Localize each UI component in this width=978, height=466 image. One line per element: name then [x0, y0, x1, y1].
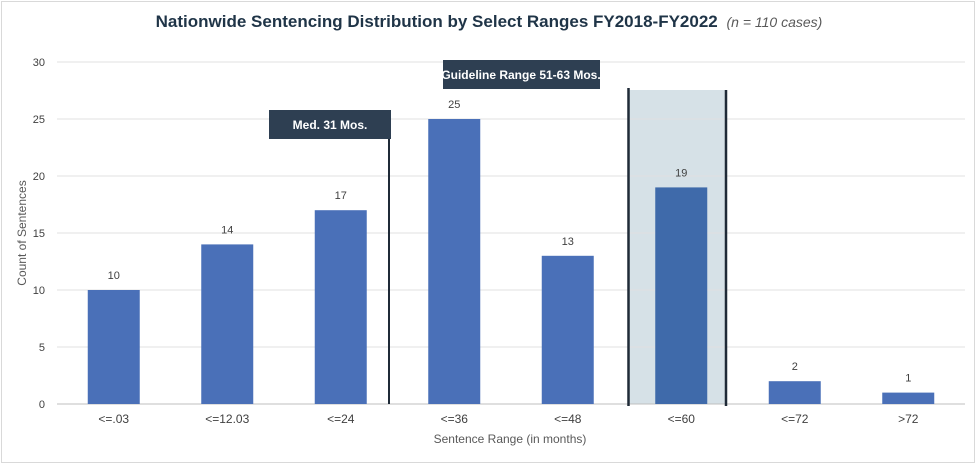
- bar: [882, 392, 935, 404]
- bar: [655, 187, 708, 404]
- bar: [201, 244, 254, 404]
- x-tick-label: <=72: [781, 412, 809, 426]
- x-tick-label: <=.03: [98, 412, 129, 426]
- data-label: 14: [221, 224, 233, 236]
- x-axis-title: Sentence Range (in months): [434, 432, 587, 446]
- bar: [541, 255, 594, 404]
- y-tick-label: 15: [33, 228, 45, 240]
- y-tick-label: 30: [33, 57, 45, 69]
- y-axis-title: Count of Sentences: [15, 180, 29, 285]
- y-tick-label: 10: [33, 285, 45, 297]
- median-label: Med. 31 Mos.: [293, 118, 368, 132]
- x-tick-label: <=12.03: [205, 412, 249, 426]
- guideline-label-box: [443, 60, 600, 89]
- bar: [428, 119, 481, 404]
- data-label: 19: [675, 167, 687, 179]
- data-label: 25: [448, 99, 460, 111]
- bar: [87, 290, 140, 404]
- data-label: 13: [562, 236, 574, 248]
- data-label: 1: [905, 373, 911, 385]
- bar: [768, 381, 821, 404]
- x-tick-label: <=60: [668, 412, 696, 426]
- chart-subtitle: (n = 110 cases): [726, 14, 823, 30]
- chart-title-block: Nationwide Sentencing Distribution by Se…: [0, 12, 978, 32]
- data-label: 10: [108, 270, 120, 282]
- y-tick-label: 0: [39, 399, 45, 411]
- x-tick-label: <=36: [441, 412, 469, 426]
- data-label: 2: [792, 361, 798, 373]
- chart-title: Nationwide Sentencing Distribution by Se…: [155, 12, 718, 31]
- data-label: 17: [335, 190, 347, 202]
- y-tick-label: 20: [33, 171, 45, 183]
- x-tick-label: >72: [898, 412, 919, 426]
- x-tick-label: <=48: [554, 412, 582, 426]
- guideline-label: Guideline Range 51-63 Mos.: [441, 68, 600, 82]
- median-label-box: [269, 110, 391, 139]
- y-tick-label: 25: [33, 114, 45, 126]
- bar: [314, 210, 367, 404]
- y-tick-label: 5: [39, 342, 45, 354]
- x-tick-label: <=24: [327, 412, 355, 426]
